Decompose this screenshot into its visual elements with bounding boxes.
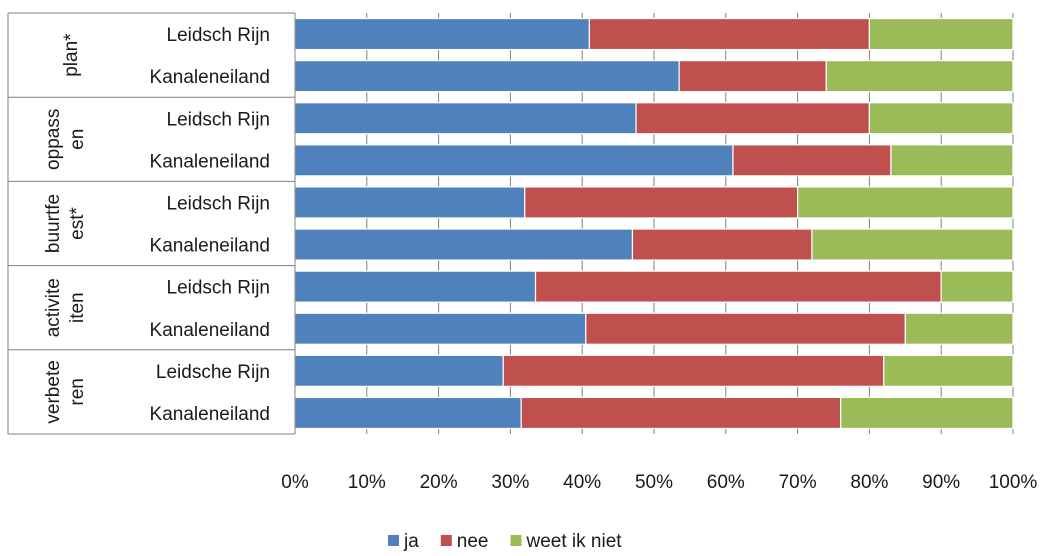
bar-ja xyxy=(294,270,537,303)
x-tick-label: 70% xyxy=(779,472,817,493)
bar-ja xyxy=(294,186,526,219)
x-tick-label: 90% xyxy=(922,472,960,493)
bar-ja xyxy=(294,396,522,430)
bar-ja xyxy=(294,144,734,177)
bar-weet-ik-niet xyxy=(904,312,1014,345)
category-label: Leidsch Rijn xyxy=(167,25,271,46)
category-label: Leidsch Rijn xyxy=(167,193,271,214)
category-label: Kanaleneiland xyxy=(150,320,270,341)
bar-nee xyxy=(520,396,842,430)
x-tick-label: 40% xyxy=(563,472,601,493)
bar-weet-ik-niet xyxy=(868,17,1014,51)
legend-label: weet ik niet xyxy=(526,531,623,552)
category-label: Kanaleneiland xyxy=(150,236,270,257)
bar-ja xyxy=(294,102,637,135)
x-tick-label: 80% xyxy=(850,472,888,493)
x-tick-label: 60% xyxy=(707,472,745,493)
bar-nee xyxy=(732,144,892,177)
bar-ja xyxy=(294,60,680,93)
bar-nee xyxy=(631,228,813,261)
bar-ja xyxy=(294,354,504,387)
bar-nee xyxy=(585,312,906,345)
x-tick-label: 0% xyxy=(281,472,309,493)
group-label: est* xyxy=(67,207,88,240)
bar-weet-ik-niet xyxy=(890,144,1014,177)
x-tick-label: 50% xyxy=(635,472,673,493)
bar-nee xyxy=(678,60,827,93)
group-label: verbete xyxy=(43,360,64,423)
x-tick-label: 30% xyxy=(491,472,529,493)
bar-ja xyxy=(294,312,587,345)
group-label: buurtfe xyxy=(43,194,64,253)
group-label: iten xyxy=(67,292,88,323)
x-tick-label: 20% xyxy=(420,472,458,493)
bar-ja xyxy=(294,17,590,51)
bar-nee xyxy=(635,102,870,135)
legend-swatch-weet-ik-niet xyxy=(510,535,522,546)
category-label: Kanaleneiland xyxy=(150,151,270,172)
legend-swatch-ja xyxy=(388,535,399,546)
group-label: activite xyxy=(43,278,64,337)
bar-weet-ik-niet xyxy=(840,396,1014,430)
bar-nee xyxy=(502,354,885,387)
category-label: Kanaleneiland xyxy=(150,404,270,425)
category-label: Kanaleneiland xyxy=(150,67,270,88)
category-label: Leidsch Rijn xyxy=(167,109,271,130)
bar-nee xyxy=(524,186,799,219)
bar-nee xyxy=(534,270,942,303)
group-label: ren xyxy=(67,378,88,405)
bar-weet-ik-niet xyxy=(811,228,1014,261)
bar-weet-ik-niet xyxy=(796,186,1014,219)
x-tick-label: 100% xyxy=(989,472,1038,493)
group-label: oppass xyxy=(43,109,64,170)
x-tick-label: 10% xyxy=(348,472,386,493)
legend-label: ja xyxy=(403,531,419,552)
bar-weet-ik-niet xyxy=(883,354,1014,387)
category-label: Leidsch Rijn xyxy=(167,278,271,299)
bar-ja xyxy=(294,228,634,261)
category-label: Leidsche Rijn xyxy=(156,362,270,383)
legend-label: nee xyxy=(457,531,489,552)
bar-nee xyxy=(588,17,870,51)
bar-weet-ik-niet xyxy=(825,60,1014,93)
bar-weet-ik-niet xyxy=(868,102,1014,135)
bar-weet-ik-niet xyxy=(940,270,1014,303)
group-label: plan* xyxy=(61,33,82,77)
group-label: en xyxy=(67,129,88,150)
legend-swatch-nee xyxy=(440,535,452,546)
